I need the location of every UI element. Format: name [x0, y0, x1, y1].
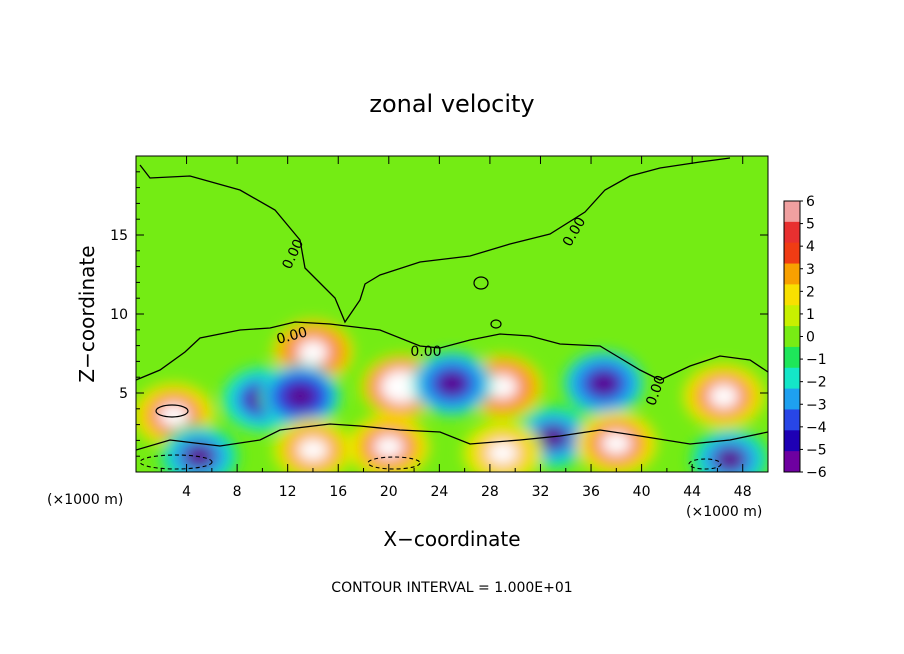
colorbar-tick-label: −2: [806, 375, 827, 391]
x-axis: 4 8 12 16 20 24 28 32 36 40 44 48: [160, 156, 752, 500]
colorbar-swatch: [784, 367, 800, 390]
colorbar-tick-label: −5: [806, 442, 827, 458]
colorbar-swatch: [784, 430, 800, 452]
field-cell: [714, 447, 747, 472]
colorbar-tick-label: −6: [806, 465, 827, 481]
colorbar-tick-label: 0: [806, 330, 815, 346]
x-tick-label: 32: [532, 484, 550, 500]
field-cell: [157, 403, 190, 428]
velocity-field: [136, 319, 768, 472]
colorbar-swatch: [784, 409, 800, 431]
x-tick-label: 24: [430, 484, 448, 500]
zero-contours: [136, 157, 768, 470]
colorbar-swatch: [784, 284, 800, 306]
colorbar-swatch: [784, 263, 800, 285]
x-tick-label: 12: [279, 484, 297, 500]
x-tick-label: 28: [481, 484, 499, 500]
zero-contour-loop: [473, 276, 489, 290]
colorbar-tick-label: −1: [806, 352, 827, 368]
zero-contour-loop: [490, 319, 502, 329]
colorbar-swatch: [784, 388, 800, 410]
colorbar-tick-label: −4: [806, 420, 827, 436]
plot-area: 0.00 0.00 0.00 0.00 0.00: [135, 155, 769, 473]
colorbar-tick-label: 1: [806, 307, 815, 323]
x-tick-label: 16: [329, 484, 347, 500]
x-unit-label-left: (×1000 m): [47, 492, 123, 508]
y-tick-label: 15: [110, 228, 128, 244]
field-cell: [587, 371, 620, 396]
field-cell: [707, 384, 740, 409]
contour-interval-note: CONTOUR INTERVAL = 1.000E+01: [331, 580, 572, 596]
negative-contour-loop: [367, 456, 421, 470]
x-tick-label: 40: [633, 484, 651, 500]
plot-background: [136, 156, 768, 472]
colorbar-swatch: [784, 242, 800, 265]
colorbar-swatch: [784, 346, 800, 369]
colorbar: 6 5 4 3 2 1 0 −1 −2 −3 −4 −5 −6: [783, 194, 827, 481]
contour-label: 0.00: [410, 344, 441, 360]
field-cell: [436, 371, 468, 396]
x-tick-label: 36: [582, 484, 600, 500]
zero-contour-lower: [136, 423, 768, 451]
negative-contour-loop: [688, 458, 722, 470]
colorbar-tick-label: 4: [806, 239, 815, 255]
chart-title: zonal velocity: [369, 90, 534, 118]
x-tick-label: 48: [734, 484, 752, 500]
x-tick-label: 4: [182, 484, 191, 500]
colorbar-tick-label: 3: [806, 262, 815, 278]
field-cell: [600, 431, 633, 456]
colorbar-swatch: [784, 221, 800, 244]
x-unit-label-right: (×1000 m): [686, 504, 762, 520]
colorbar-tick-label: 6: [806, 194, 815, 210]
field-cell: [486, 374, 519, 399]
field-cell: [296, 339, 329, 364]
y-axis: 5 10 15: [110, 171, 768, 457]
zero-contour-loop: [155, 404, 189, 418]
field-cell: [372, 434, 405, 459]
zero-contour-upper: [139, 157, 731, 324]
colorbar-tick-label: −3: [806, 397, 827, 413]
colorbar-tick-label: 2: [806, 284, 815, 300]
colorbar-swatch: [784, 326, 800, 348]
x-tick-label: 8: [233, 484, 242, 500]
colorbar-swatch: [784, 305, 800, 327]
negative-contour-loop: [139, 454, 213, 470]
field-cell: [486, 441, 519, 466]
y-axis-title: Z−coordinate: [75, 245, 99, 382]
x-axis-title: X−coordinate: [383, 527, 520, 551]
x-tick-label: 20: [380, 484, 398, 500]
zero-contour-middle: [136, 321, 768, 381]
y-tick-label: 10: [110, 307, 128, 323]
colorbar-swatch: [784, 201, 800, 223]
field-cell: [284, 384, 317, 409]
y-tick-label: 5: [119, 386, 128, 402]
x-tick-label: 44: [683, 484, 701, 500]
colorbar-tick-label: 5: [806, 217, 815, 233]
contour-label: 0.00: [275, 324, 309, 348]
colorbar-swatch: [784, 451, 800, 473]
field-cell: [296, 437, 329, 462]
field-cell: [385, 374, 418, 399]
